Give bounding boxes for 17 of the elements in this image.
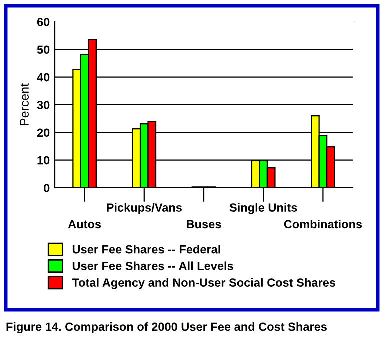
x-tick-label: Single Units (230, 203, 298, 214)
legend-label: User Fee Shares -- Federal (72, 245, 220, 254)
legend-label: Total Agency and Non-User Social Cost Shares (72, 278, 336, 290)
x-tick-label: Combinations (284, 220, 362, 229)
caption: Figure 14. Comparison of 2000 User Fee and Cost Shares (6, 322, 327, 334)
x-tick-label: Pickups/Vans (107, 203, 182, 214)
legend-label: User Fee Shares -- All Levels (72, 262, 234, 270)
y-tick-label: 50 (37, 46, 50, 54)
y-tick-label: 30 (37, 101, 50, 110)
y-axis-title: Percent (20, 84, 29, 126)
x-tick-label: Buses (187, 220, 222, 229)
y-tick-label: 0 (44, 184, 50, 192)
y-tick-label: 60 (37, 18, 50, 26)
y-tick-label: 40 (37, 73, 50, 82)
x-tick-label: Autos (68, 220, 102, 229)
y-tick-label: 20 (37, 128, 50, 138)
y-tick-label: 10 (38, 156, 50, 165)
